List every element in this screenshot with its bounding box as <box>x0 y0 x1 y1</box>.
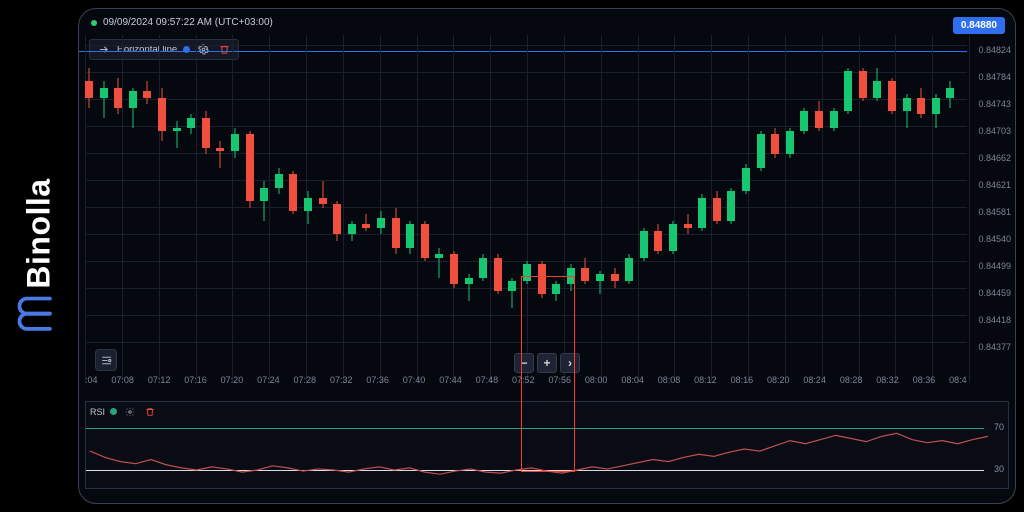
scroll-right-button[interactable]: › <box>560 353 580 373</box>
chart-frame: 09/09/2024 09:57:22 AM (UTC+03:00) 0.848… <box>78 8 1016 504</box>
zoom-in-button[interactable]: + <box>537 353 557 373</box>
x-axis: :0407:0807:1207:1607:2007:2407:2807:3207… <box>85 375 967 385</box>
rsi-line <box>86 402 1008 488</box>
brand-name: Binolla <box>21 178 58 288</box>
brand-logo-icon <box>18 296 61 334</box>
price-badge: 0.84880 <box>953 17 1005 34</box>
topbar: 09/09/2024 09:57:22 AM (UTC+03:00) <box>91 17 273 28</box>
status-dot-icon <box>91 20 97 26</box>
candlestick-chart[interactable] <box>79 35 1015 383</box>
datetime-label: 09/09/2024 09:57:22 AM (UTC+03:00) <box>103 17 273 28</box>
indicators-button[interactable] <box>95 349 117 371</box>
zoom-controls: − + › <box>514 353 580 373</box>
rsi-panel[interactable]: RSI 70 30 <box>85 401 1009 489</box>
zoom-out-button[interactable]: − <box>514 353 534 373</box>
brand-sidebar: Binolla <box>0 0 78 512</box>
